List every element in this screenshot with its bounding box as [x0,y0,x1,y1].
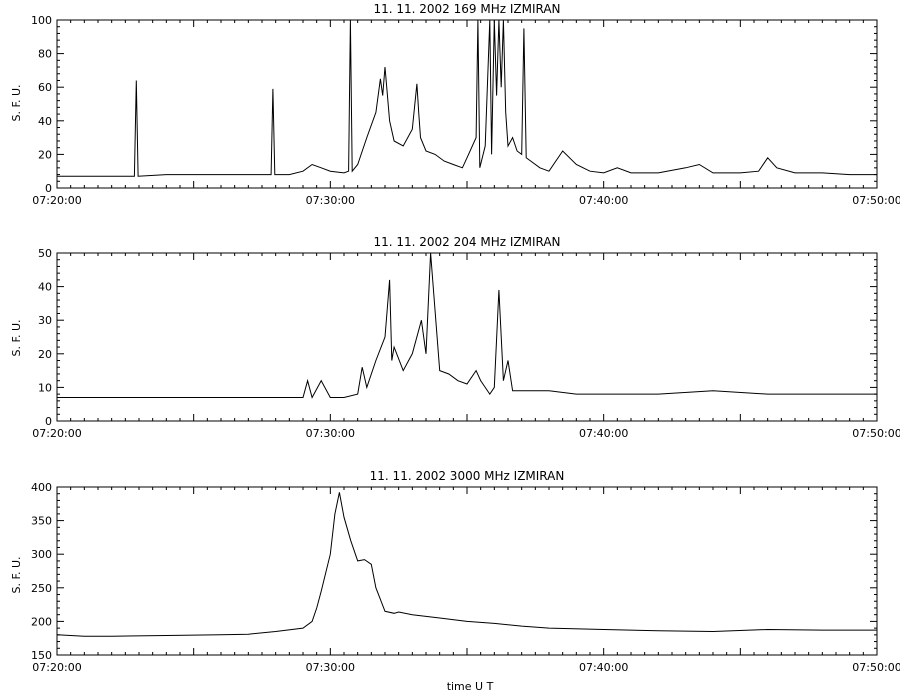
panel-169mhz-grid: 0 20 40 60 80 100 07:20:00 07:30:00 07:40:00 07:5… [31,14,900,207]
y-tick-label: 80 [38,48,52,61]
x-tick-label: 07:30:00 [306,661,355,674]
panel-3000mhz-grid: 150 200 250 300 350 400 07:20:00 07:30:00 07:40:… [31,481,900,674]
y-tick-label: 20 [38,348,52,361]
y-tick-label: 100 [31,14,52,27]
panel-169mhz-frame [56,19,878,189]
x-tick-label: 07:50:00 [852,427,900,440]
panel-3000mhz-series-line [56,492,877,637]
y-tick-label: 0 [45,415,52,428]
x-tick-label: 07:50:00 [852,194,900,207]
x-tick-label: 07:40:00 [579,661,628,674]
y-tick-label: 0 [45,182,52,195]
x-tick-label: 07:30:00 [306,427,355,440]
x-tick-label: 07:30:00 [306,194,355,207]
panel-3000mhz-title: 11. 11. 2002 3000 MHz IZMIRAN [370,469,565,483]
y-tick-label: 40 [38,281,52,294]
panel-204mhz: 11. 11. 2002 204 MHz IZMIRAN S. F. U. 0 1… [10,235,900,440]
panel-204mhz-series-line [57,252,877,399]
y-tick-label: 50 [38,247,52,260]
y-tick-label: 30 [38,314,52,327]
panel-169mhz: 11. 11. 2002 169 MHz IZMIRAN S. F. U. 0 2… [10,2,900,207]
panel-204mhz-title: 11. 11. 2002 204 MHz IZMIRAN [373,235,560,249]
y-tick-label: 250 [31,582,52,595]
x-tick-label: 07:20:00 [32,194,81,207]
x-tick-label: 07:20:00 [32,427,81,440]
panel-204mhz-frame [56,252,878,422]
panel-3000mhz-xlabel: time U T [447,680,494,693]
y-tick-label: 10 [38,381,52,394]
y-tick-label: 20 [38,148,52,161]
x-tick-label: 07:40:00 [579,194,628,207]
x-tick-label: 07:20:00 [32,661,81,674]
y-tick-label: 350 [31,515,52,528]
y-tick-label: 300 [31,548,52,561]
x-tick-label: 07:40:00 [579,427,628,440]
y-tick-label: 400 [31,481,52,494]
y-tick-label: 40 [38,115,52,128]
y-tick-label: 150 [31,649,52,662]
panel-169mhz-title: 11. 11. 2002 169 MHz IZMIRAN [373,2,560,16]
y-tick-label: 200 [31,615,52,628]
y-tick-label: 60 [38,81,52,94]
panel-3000mhz-ylabel: S. F. U. [10,556,23,593]
panel-204mhz-ylabel: S. F. U. [10,319,23,356]
panel-169mhz-ylabel: S. F. U. [10,84,23,121]
panel-204mhz-grid: 0 10 20 30 40 50 07:20:00 07:30:00 07:40:00 07:50… [32,247,900,440]
panel-3000mhz: 11. 11. 2002 3000 MHz IZMIRAN S. F. U. 1… [10,469,900,693]
panel-169mhz-series-line [57,19,877,177]
x-tick-label: 07:50:00 [852,661,900,674]
